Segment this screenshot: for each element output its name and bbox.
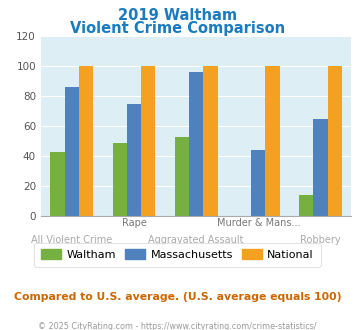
Text: 2019 Waltham: 2019 Waltham [118,8,237,23]
Text: Compared to U.S. average. (U.S. average equals 100): Compared to U.S. average. (U.S. average … [14,292,341,302]
Legend: Waltham, Massachusetts, National: Waltham, Massachusetts, National [34,243,321,267]
Bar [65,87,79,216]
Bar [50,152,65,216]
Bar [299,195,313,216]
Bar [203,66,218,216]
Bar [189,72,203,216]
Text: Robbery: Robbery [300,235,341,245]
Bar [313,119,328,216]
Text: All Violent Crime: All Violent Crime [31,235,113,245]
Text: Murder & Mans...: Murder & Mans... [217,218,300,228]
Bar [266,66,280,216]
Text: Violent Crime Comparison: Violent Crime Comparison [70,21,285,36]
Bar [79,66,93,216]
Bar [328,66,342,216]
Bar [175,137,189,216]
Text: © 2025 CityRating.com - https://www.cityrating.com/crime-statistics/: © 2025 CityRating.com - https://www.city… [38,322,317,330]
Bar [127,104,141,216]
Bar [113,143,127,216]
Bar [141,66,155,216]
Text: Aggravated Assault: Aggravated Assault [148,235,244,245]
Text: Rape: Rape [121,218,147,228]
Bar [251,150,266,216]
